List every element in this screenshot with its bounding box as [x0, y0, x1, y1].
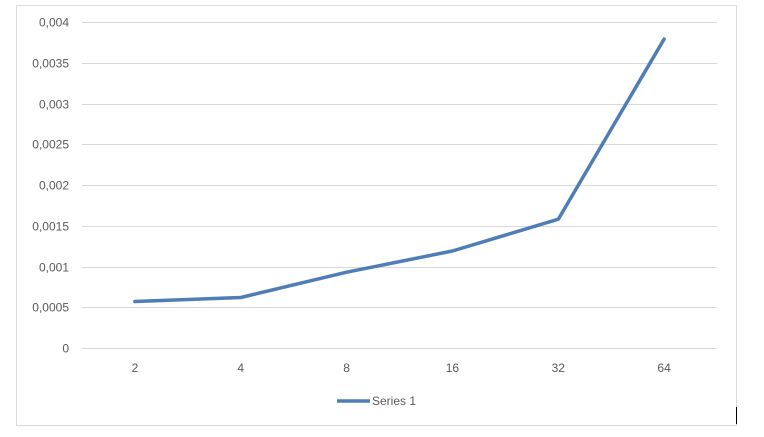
y-tick-label: 0,004	[39, 16, 69, 30]
plot-area[interactable]	[133, 37, 666, 303]
x-tick-label: 16	[446, 361, 460, 375]
y-tick-label: 0,0005	[32, 301, 69, 315]
legend[interactable]: Series 1	[337, 394, 416, 408]
y-axis-tick-labels: 0 0,0005 0,001 0,0015 0,002 0,0025 0,003 0,0035…	[32, 16, 69, 356]
text-cursor	[736, 407, 737, 424]
x-tick-label: 64	[657, 361, 671, 375]
x-axis-tick-labels: 2 4 8 16 32 64	[132, 361, 672, 375]
y-tick-label: 0,0025	[32, 138, 69, 152]
legend-label: Series 1	[372, 394, 416, 408]
y-tick-label: 0,0015	[32, 220, 69, 234]
y-tick-label: 0,003	[39, 98, 69, 112]
y-tick-label: 0,0035	[32, 57, 69, 71]
y-tick-label: 0,001	[39, 261, 69, 275]
x-tick-label: 8	[343, 361, 350, 375]
x-tick-label: 32	[552, 361, 566, 375]
x-tick-label: 4	[237, 361, 244, 375]
y-tick-label: 0,002	[39, 179, 69, 193]
y-tick-label: 0	[62, 342, 69, 356]
x-tick-label: 2	[132, 361, 139, 375]
series-line[interactable]	[135, 39, 664, 301]
